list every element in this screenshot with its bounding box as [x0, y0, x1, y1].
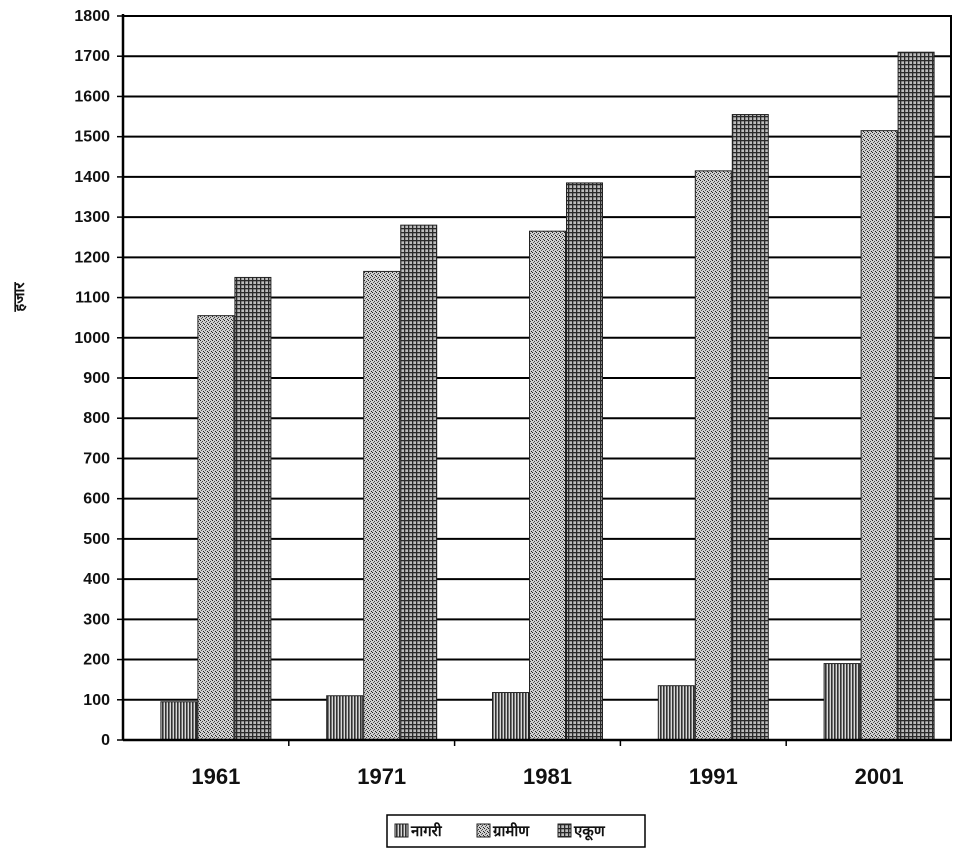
y-tick-label: 0 [101, 732, 110, 749]
y-tick-label: 1200 [74, 249, 110, 266]
y-tick-label: 1100 [75, 290, 110, 307]
y-tick-label: 1500 [74, 129, 110, 146]
x-tick-label: 2001 [855, 764, 904, 789]
bar [492, 692, 529, 741]
y-tick-label: 800 [83, 410, 110, 427]
legend-swatch [476, 823, 491, 838]
y-tick-label: 400 [83, 571, 110, 588]
x-tick-label: 1981 [523, 764, 572, 789]
y-tick-label: 1700 [74, 48, 110, 65]
bar [363, 270, 401, 741]
bar [326, 695, 364, 741]
x-tick-label: 1971 [357, 764, 406, 789]
y-tick-label: 600 [83, 491, 110, 508]
bar [823, 663, 861, 741]
y-tick-label: 100 [83, 692, 110, 709]
legend-swatch [557, 823, 572, 838]
legend-label: ग्रामीण [492, 822, 530, 840]
x-tick-labels: 1961 1971 1981 1991 2001 [191, 764, 903, 789]
y-tick-label: 1800 [74, 8, 110, 25]
bar [566, 182, 603, 741]
legend-swatch [394, 823, 409, 838]
y-tick-label: 700 [83, 450, 110, 467]
axes [121, 14, 952, 746]
y-tick-label: 1400 [74, 169, 110, 186]
bar [694, 170, 732, 741]
y-tick-label: 300 [83, 611, 110, 628]
y-tick-label: 900 [83, 370, 110, 387]
bar [197, 315, 235, 741]
bar [657, 685, 695, 741]
legend-label: नागरी [410, 822, 443, 840]
y-tick-label: 1600 [74, 88, 110, 105]
bar [860, 130, 898, 741]
legend: नागरी ग्रामीण एकूण [386, 814, 646, 848]
legend-box [386, 814, 646, 848]
bar [400, 224, 438, 741]
bar [529, 230, 566, 741]
y-tick-label: 200 [83, 652, 110, 669]
y-tick-label: 1000 [74, 330, 110, 347]
legend-label: एकूण [573, 822, 606, 841]
bars [160, 51, 935, 741]
x-tick-label: 1961 [191, 764, 240, 789]
y-tick-labels: 0 100 200 300 400 500 600 700 800 900 1000 1100 1200… [74, 8, 110, 749]
y-tick-label: 500 [83, 531, 110, 548]
bar [897, 51, 935, 741]
x-tick-label: 1991 [689, 764, 738, 789]
bar [731, 114, 769, 741]
bar [160, 701, 198, 741]
y-axis-label: हजार [10, 282, 28, 313]
bar [234, 276, 272, 741]
y-tick-label: 1300 [74, 209, 110, 226]
